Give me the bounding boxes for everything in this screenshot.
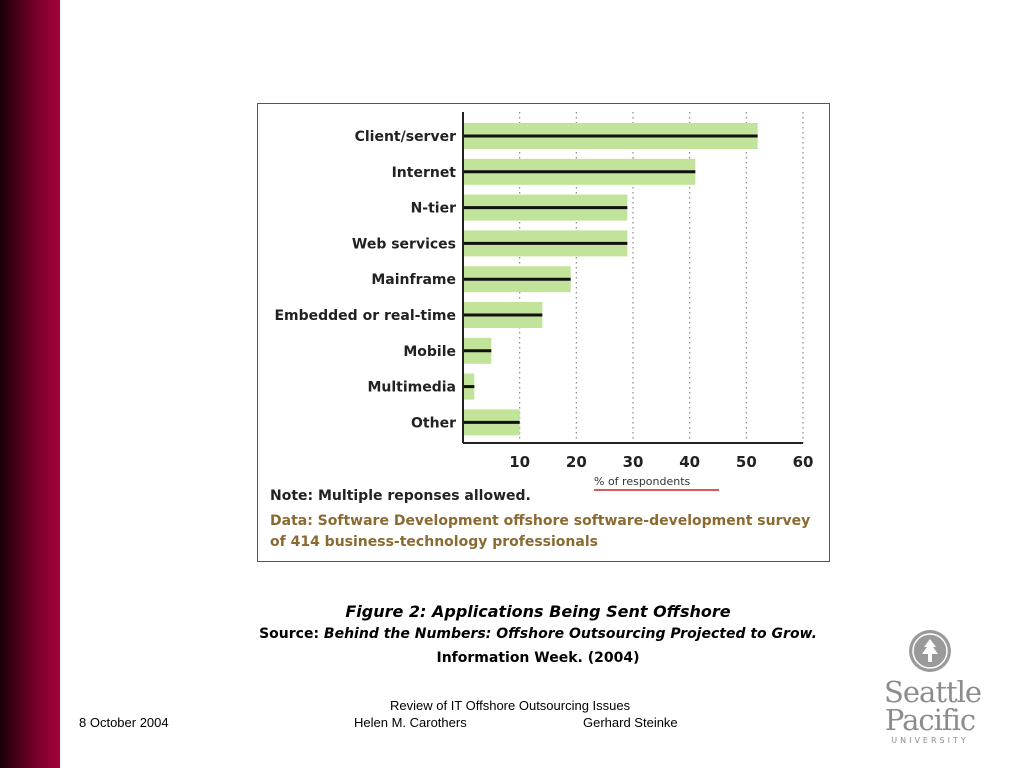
category-label-mainframe: Mainframe [371, 272, 456, 288]
figure-source-prefix: Source: [259, 626, 320, 642]
footer-author-1: Helen M. Carothers [354, 715, 467, 730]
x-tick-label-40: 40 [679, 453, 700, 471]
university-logo: Seattle Pacific UNIVERSITY [884, 630, 982, 748]
chart-note: Note: Multiple reponses allowed. [270, 488, 531, 504]
chart-source-line-2: of 414 business-technology professionals [270, 534, 598, 550]
category-label-multimedia: Multimedia [367, 380, 456, 396]
logo-text-line-1: Seattle [884, 675, 982, 709]
logo-text-line-3: UNIVERSITY [891, 736, 969, 745]
bar-chart: 10 20 30 40 50 60 Client/server Internet N-tier W… [270, 112, 814, 550]
x-tick-label-20: 20 [566, 453, 587, 471]
footer-title: Review of IT Offshore Outsourcing Issues [390, 698, 631, 713]
category-label-internet: Internet [392, 165, 457, 181]
x-tick-label-50: 50 [736, 453, 757, 471]
chart-frame: 10 20 30 40 50 60 Client/server Internet N-tier W… [257, 103, 830, 562]
figure-source-publication: Information Week. (2004) [436, 650, 640, 666]
x-tick-label-60: 60 [793, 453, 814, 471]
category-label-n-tier: N-tier [411, 201, 457, 217]
chart-source-line-1: Data: Software Development offshore soft… [270, 513, 810, 529]
x-axis-label: % of respondents [594, 475, 691, 488]
category-label-other: Other [411, 415, 456, 431]
category-label-web-services: Web services [352, 236, 456, 252]
category-label-embedded-or-real-time: Embedded or real-time [274, 308, 456, 324]
figure-source: Source: Behind the Numbers: Offshore Out… [100, 626, 976, 642]
category-label-mobile: Mobile [403, 344, 456, 360]
x-tick-label-10: 10 [509, 453, 530, 471]
figure-title: Figure 2: Applications Being Sent Offsho… [345, 602, 731, 621]
university-seal-icon [909, 630, 951, 672]
x-tick-label-30: 30 [623, 453, 644, 471]
footer-date: 8 October 2004 [79, 715, 169, 730]
category-label-client-server: Client/server [355, 129, 456, 145]
logo-text-line-2: Pacific [884, 703, 976, 737]
footer-author-2: Gerhard Steinke [583, 715, 678, 730]
side-accent-bar [0, 0, 60, 768]
figure-source-title: Behind the Numbers: Offshore Outsourcing… [323, 626, 817, 642]
